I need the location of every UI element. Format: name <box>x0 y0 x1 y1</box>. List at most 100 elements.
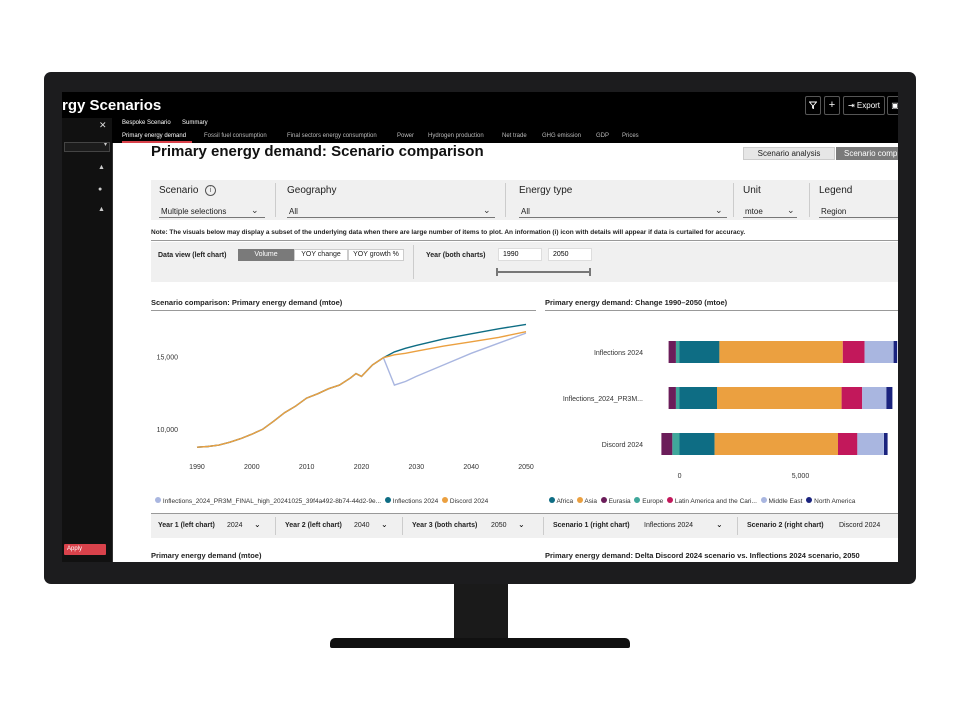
energy-type-filter-underline <box>519 217 727 218</box>
bar-segment <box>857 433 884 455</box>
right-chart-legend: Africa Asia Eurasia Europe Latin America… <box>549 497 855 505</box>
x-tick-label: 1990 <box>189 464 205 471</box>
legend-item-europe: Europe <box>642 498 664 505</box>
x-tick-label: 2030 <box>409 464 425 471</box>
chevron-down-icon: ⌄ <box>716 520 723 529</box>
year1-value[interactable]: 2024 <box>227 522 243 529</box>
save-button[interactable]: ▣ <box>887 96 898 115</box>
tab-gdp[interactable]: GDP <box>596 133 610 139</box>
scenario-analysis-label: Scenario analysis <box>757 149 821 158</box>
year3-value[interactable]: 2050 <box>491 522 507 529</box>
apply-button[interactable]: Apply <box>64 544 106 555</box>
export-button[interactable]: ⇥ Export <box>843 96 885 115</box>
divider <box>275 183 276 217</box>
close-icon[interactable]: ✕ <box>99 120 107 130</box>
geography-filter-label: Geography <box>287 185 337 196</box>
volume-label: Volume <box>254 251 278 258</box>
line-chart: 15,000 10,000 1990 2000 2010 2020 2030 2040 2050 <box>157 323 534 471</box>
tab-final-sectors-energy-consumption[interactable]: Final sectors energy consumption <box>287 133 377 139</box>
unit-filter-underline <box>743 217 797 218</box>
tab-prices[interactable]: Prices <box>622 133 639 139</box>
year2-value[interactable]: 2040 <box>354 522 370 529</box>
energy-type-filter[interactable]: Energy type All ⌄ <box>511 180 729 220</box>
left-chart-title: Scenario comparison: Primary energy dema… <box>151 298 343 307</box>
year-end-input[interactable]: 2050 <box>548 248 592 261</box>
subnav-bespoke-scenario[interactable]: Bespoke Scenario <box>122 120 171 126</box>
scenario-filter[interactable]: Scenario i Multiple selections ⌄ <box>151 180 269 220</box>
subnav-summary[interactable]: Summary <box>182 120 208 126</box>
scenario-analysis-button[interactable]: Scenario analysis <box>743 147 835 160</box>
content-area: Primary energy demand: Scenario comparis… <box>122 143 898 562</box>
tab-fossil-fuel-consumption[interactable]: Fossil fuel consumption <box>204 133 267 139</box>
legend-marker <box>576 497 583 503</box>
save-icon: ▣ <box>891 101 898 110</box>
scenario1-label: Scenario 1 (right chart) <box>553 522 630 529</box>
expand-icon[interactable]: ▲ <box>98 164 105 171</box>
screen: rgy Scenarios + ⇥ Export ▣ ✕ ▾ ▲ ● ▲ App… <box>62 92 898 562</box>
page-title: Primary energy demand: Scenario comparis… <box>151 143 484 160</box>
year-range-label: Year (both charts) <box>426 252 486 259</box>
filter-panel: Scenario i Multiple selections ⌄ Geograp… <box>151 180 898 220</box>
year-range-slider-track[interactable] <box>498 271 590 273</box>
bar-segment <box>862 387 887 409</box>
export-label: Export <box>856 101 881 110</box>
filter-button[interactable] <box>805 96 821 115</box>
bar-segment <box>719 341 843 363</box>
left-chart-title-rule <box>151 310 536 311</box>
active-tab-indicator <box>122 141 192 143</box>
info-icon[interactable]: i <box>205 185 216 196</box>
category-label: Discord 2024 <box>602 442 643 449</box>
slider-handle-end[interactable] <box>589 268 591 276</box>
x-tick-label: 2000 <box>244 464 260 471</box>
bar-segment <box>842 341 865 363</box>
legend-marker <box>600 497 607 503</box>
chevron-down-icon: ⌄ <box>254 520 261 529</box>
divider <box>737 517 738 535</box>
add-button[interactable]: + <box>824 96 840 115</box>
bar-segment <box>679 433 715 455</box>
legend-item-africa: Africa <box>556 498 574 505</box>
scenario2-value[interactable]: Discord 2024 <box>839 522 881 529</box>
tab-ghg-emission[interactable]: GHG emission <box>542 133 582 139</box>
legend-marker <box>442 497 449 503</box>
legend-filter[interactable]: Legend Region <box>815 180 898 220</box>
scenario-comparison-button[interactable]: Scenario comp <box>836 147 898 160</box>
x-tick-label: 0 <box>678 473 682 480</box>
tab-net-trade[interactable]: Net trade <box>502 133 527 139</box>
bar-segment <box>838 433 858 455</box>
scenario-filter-value: Multiple selections <box>161 207 227 216</box>
divider <box>402 517 403 535</box>
tab-power[interactable]: Power <box>397 133 415 139</box>
yoy-growth-label: YOY growth % <box>353 251 399 258</box>
data-view-yoy-growth-button[interactable]: YOY growth % <box>348 249 404 261</box>
geography-filter[interactable]: Geography All ⌄ <box>279 180 497 220</box>
data-view-volume-button[interactable]: Volume <box>238 249 294 261</box>
year-start-input[interactable]: 1990 <box>498 248 542 261</box>
data-view-yoy-change-button[interactable]: YOY change <box>294 249 348 261</box>
unit-filter[interactable]: Unit mtoe ⌄ <box>739 180 803 220</box>
x-tick-label: 2050 <box>518 464 534 471</box>
energy-type-filter-label: Energy type <box>519 185 573 196</box>
user-icon[interactable]: ● <box>98 186 103 193</box>
divider <box>733 183 734 217</box>
plus-icon: + <box>828 99 836 111</box>
category-label: Inflections 2024 <box>594 350 643 357</box>
bar-segment <box>672 433 680 455</box>
app-title: rgy Scenarios <box>62 97 162 114</box>
sidebar-dropdown[interactable]: ▾ <box>64 142 110 152</box>
bar-segment <box>886 387 893 409</box>
expand-icon[interactable]: ▲ <box>98 206 105 213</box>
legend-marker <box>634 497 641 503</box>
legend-item-eurasia: Eurasia <box>608 498 631 505</box>
slider-handle-start[interactable] <box>496 268 498 276</box>
bottom-left-title: Primary energy demand (mtoe) <box>151 551 262 560</box>
legend-item-inflections-pr3m: Inflections_2024_PR3M_FINAL_high_2024102… <box>162 498 382 505</box>
legend-marker <box>155 497 161 503</box>
bottom-right-title: Primary energy demand: Delta Discord 202… <box>545 551 860 560</box>
scenario2-label: Scenario 2 (right chart) <box>747 522 824 529</box>
bar-segment <box>893 341 898 363</box>
legend-filter-underline <box>819 217 898 218</box>
scenario1-value[interactable]: Inflections 2024 <box>644 522 694 529</box>
tab-primary-energy-demand[interactable]: Primary energy demand <box>122 133 187 139</box>
tab-hydrogen-production[interactable]: Hydrogen production <box>428 133 484 139</box>
